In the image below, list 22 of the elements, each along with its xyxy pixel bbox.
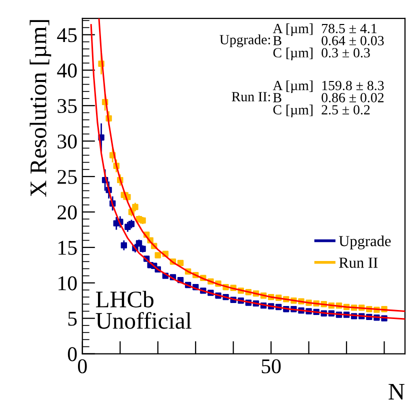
annotation: LHCb Unofficial: [96, 290, 192, 329]
y-tick-label: 25: [58, 170, 77, 184]
y-axis-title: X Resolution [µm]: [30, 20, 52, 197]
annotation: Run II:: [232, 92, 270, 102]
x-tick-label: 50: [262, 359, 281, 374]
y-tick-label: 0: [68, 347, 77, 362]
annotation: Upgrade:: [220, 34, 270, 48]
annotation: A [µm] B C [µm]: [272, 80, 312, 118]
legend-label: Upgrade: [338, 235, 391, 250]
y-tick-label: 20: [58, 205, 77, 220]
annotation: A [µm] B C [µm]: [272, 23, 312, 60]
annotation: 78.5 ± 4.1 0.64 ± 0.03 0.3 ± 0.3: [322, 24, 384, 58]
legend-label: Run II: [339, 258, 378, 268]
annotation: 159.8 ± 8.3 0.86 ± 0.02 2.5 ± 0.2: [322, 80, 384, 115]
y-tick-label: 30: [58, 134, 77, 149]
x-axis-title: N: [388, 384, 404, 400]
y-tick-label: 10: [58, 276, 77, 290]
y-tick-label: 35: [58, 99, 77, 114]
y-tick-label: 40: [57, 64, 77, 78]
y-tick-label: 15: [58, 240, 77, 255]
y-tick-label: 45: [57, 28, 77, 42]
y-tick-label: 5: [68, 312, 77, 326]
